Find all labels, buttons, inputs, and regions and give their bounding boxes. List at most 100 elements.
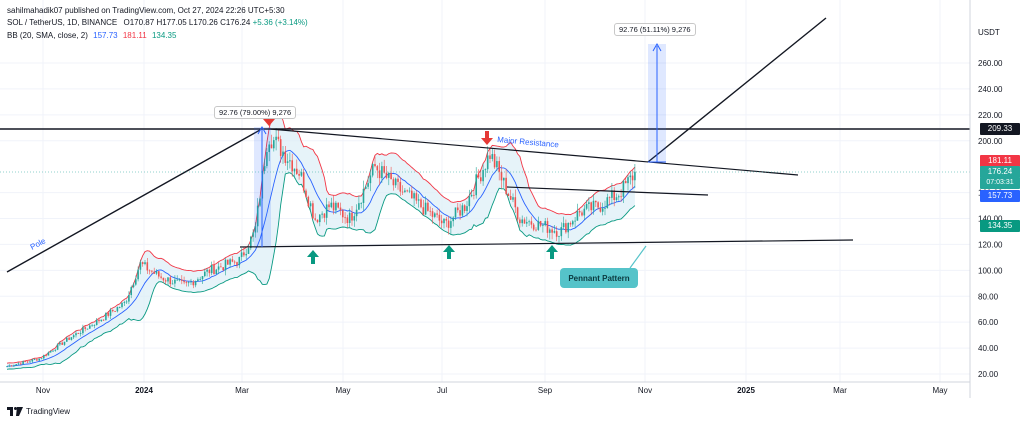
candle-body bbox=[38, 358, 40, 361]
candle-body bbox=[367, 183, 369, 187]
candle-body bbox=[305, 190, 307, 197]
tradingview-footer[interactable]: TradingView bbox=[7, 407, 70, 416]
time-axis[interactable]: Nov 2024 Mar May Jul Sep Nov 2025 Mar May bbox=[36, 386, 948, 395]
candle-body bbox=[321, 213, 323, 215]
candle-body bbox=[624, 181, 627, 184]
candle-body bbox=[431, 211, 434, 217]
candle-body bbox=[128, 294, 130, 302]
symbol-name[interactable]: SOL / TetherUS, 1D, BINANCE bbox=[7, 18, 118, 27]
candle-body bbox=[496, 161, 498, 168]
candle-body bbox=[208, 269, 211, 274]
candle-body bbox=[592, 200, 595, 211]
time-tick-label: May bbox=[335, 386, 350, 395]
candle-body bbox=[31, 359, 34, 362]
time-tick-label: May bbox=[932, 386, 947, 395]
candle-body bbox=[470, 194, 473, 197]
candle-body bbox=[516, 207, 519, 220]
price-tick-label: 20.00 bbox=[978, 370, 999, 379]
candle-body bbox=[466, 206, 468, 211]
breakout-projection-line[interactable] bbox=[647, 17, 827, 163]
candle-body bbox=[528, 221, 530, 223]
candle-body bbox=[284, 151, 287, 163]
candle-body bbox=[286, 161, 289, 163]
candle-body bbox=[141, 262, 144, 265]
candle-body bbox=[158, 271, 160, 277]
candle-body bbox=[273, 140, 275, 149]
support-arrow-up-icon bbox=[307, 250, 319, 264]
candle-body bbox=[252, 232, 254, 237]
candle-body bbox=[339, 207, 342, 211]
candle-body bbox=[342, 210, 344, 218]
candle-body bbox=[139, 262, 142, 270]
price-axis[interactable]: 20.0040.0060.0080.00100.00120.00140.0016… bbox=[978, 59, 1003, 379]
candle-body bbox=[459, 210, 461, 216]
resistance-arrow-down-icon-2 bbox=[481, 131, 493, 145]
candle-body bbox=[332, 202, 335, 211]
indicator-basis-value: 157.73 bbox=[93, 31, 118, 40]
pole-measure-arrowhead bbox=[257, 125, 267, 135]
candle-body bbox=[98, 319, 100, 322]
candle-body bbox=[33, 359, 36, 361]
candle-body bbox=[183, 280, 185, 283]
candle-body bbox=[537, 221, 540, 230]
candle-body bbox=[461, 205, 464, 216]
candle-body bbox=[360, 202, 362, 204]
candle-body bbox=[68, 337, 70, 340]
candle-body bbox=[335, 202, 337, 211]
candle-body bbox=[491, 154, 494, 159]
candle-body bbox=[282, 151, 284, 156]
candle-body bbox=[445, 218, 448, 221]
inner-trendline[interactable] bbox=[506, 186, 709, 196]
candle-body bbox=[424, 202, 427, 215]
pennant-lower-line[interactable] bbox=[239, 239, 854, 248]
candle-body bbox=[323, 213, 326, 218]
candle-body bbox=[371, 164, 374, 176]
pole-trendline[interactable] bbox=[6, 129, 261, 273]
candle-body bbox=[312, 203, 314, 219]
candle-body bbox=[250, 236, 252, 249]
symbol-line: SOL / TetherUS, 1D, BINANCE O170.87 H177… bbox=[7, 18, 308, 27]
candle-body bbox=[10, 365, 13, 367]
candle-body bbox=[259, 198, 261, 206]
candle-body bbox=[576, 211, 579, 221]
candle-body bbox=[43, 355, 45, 359]
grid bbox=[0, 0, 970, 382]
candle-body bbox=[144, 262, 146, 265]
candle-body bbox=[346, 217, 349, 224]
candle-body bbox=[348, 212, 351, 224]
candle-body bbox=[509, 196, 512, 200]
candle-body bbox=[369, 175, 372, 184]
candle-body bbox=[365, 186, 367, 189]
candle-body bbox=[507, 193, 510, 197]
pennant-upper-line[interactable] bbox=[269, 128, 799, 176]
candle-body bbox=[454, 207, 457, 218]
candle-body bbox=[532, 224, 535, 230]
candle-body bbox=[125, 301, 128, 303]
candle-body bbox=[500, 171, 503, 181]
candle-body bbox=[438, 214, 441, 221]
candle-body bbox=[526, 222, 528, 224]
candle-body bbox=[477, 174, 480, 178]
candle-body bbox=[52, 350, 54, 352]
candle-body bbox=[167, 277, 169, 282]
candle-body bbox=[618, 196, 620, 198]
indicator-line[interactable]: BB (20, SMA, close, 2) 157.73 181.11 134… bbox=[7, 31, 176, 40]
candle-body bbox=[289, 160, 291, 162]
candle-body bbox=[581, 212, 583, 216]
candle-body bbox=[611, 190, 613, 198]
candle-body bbox=[355, 209, 358, 217]
currency-label[interactable]: USDT bbox=[978, 28, 1000, 37]
candle-body bbox=[505, 177, 507, 194]
candle-body bbox=[54, 349, 57, 351]
candle-body bbox=[482, 170, 484, 182]
price-tick-label: 200.00 bbox=[978, 137, 1003, 146]
candle-body bbox=[118, 307, 121, 308]
candle-body bbox=[450, 221, 452, 228]
candle-body bbox=[302, 172, 305, 191]
candle-body bbox=[268, 144, 270, 153]
candle-body bbox=[238, 256, 241, 266]
candle-body bbox=[59, 342, 61, 345]
candle-body bbox=[121, 302, 123, 308]
candle-body bbox=[392, 179, 395, 186]
